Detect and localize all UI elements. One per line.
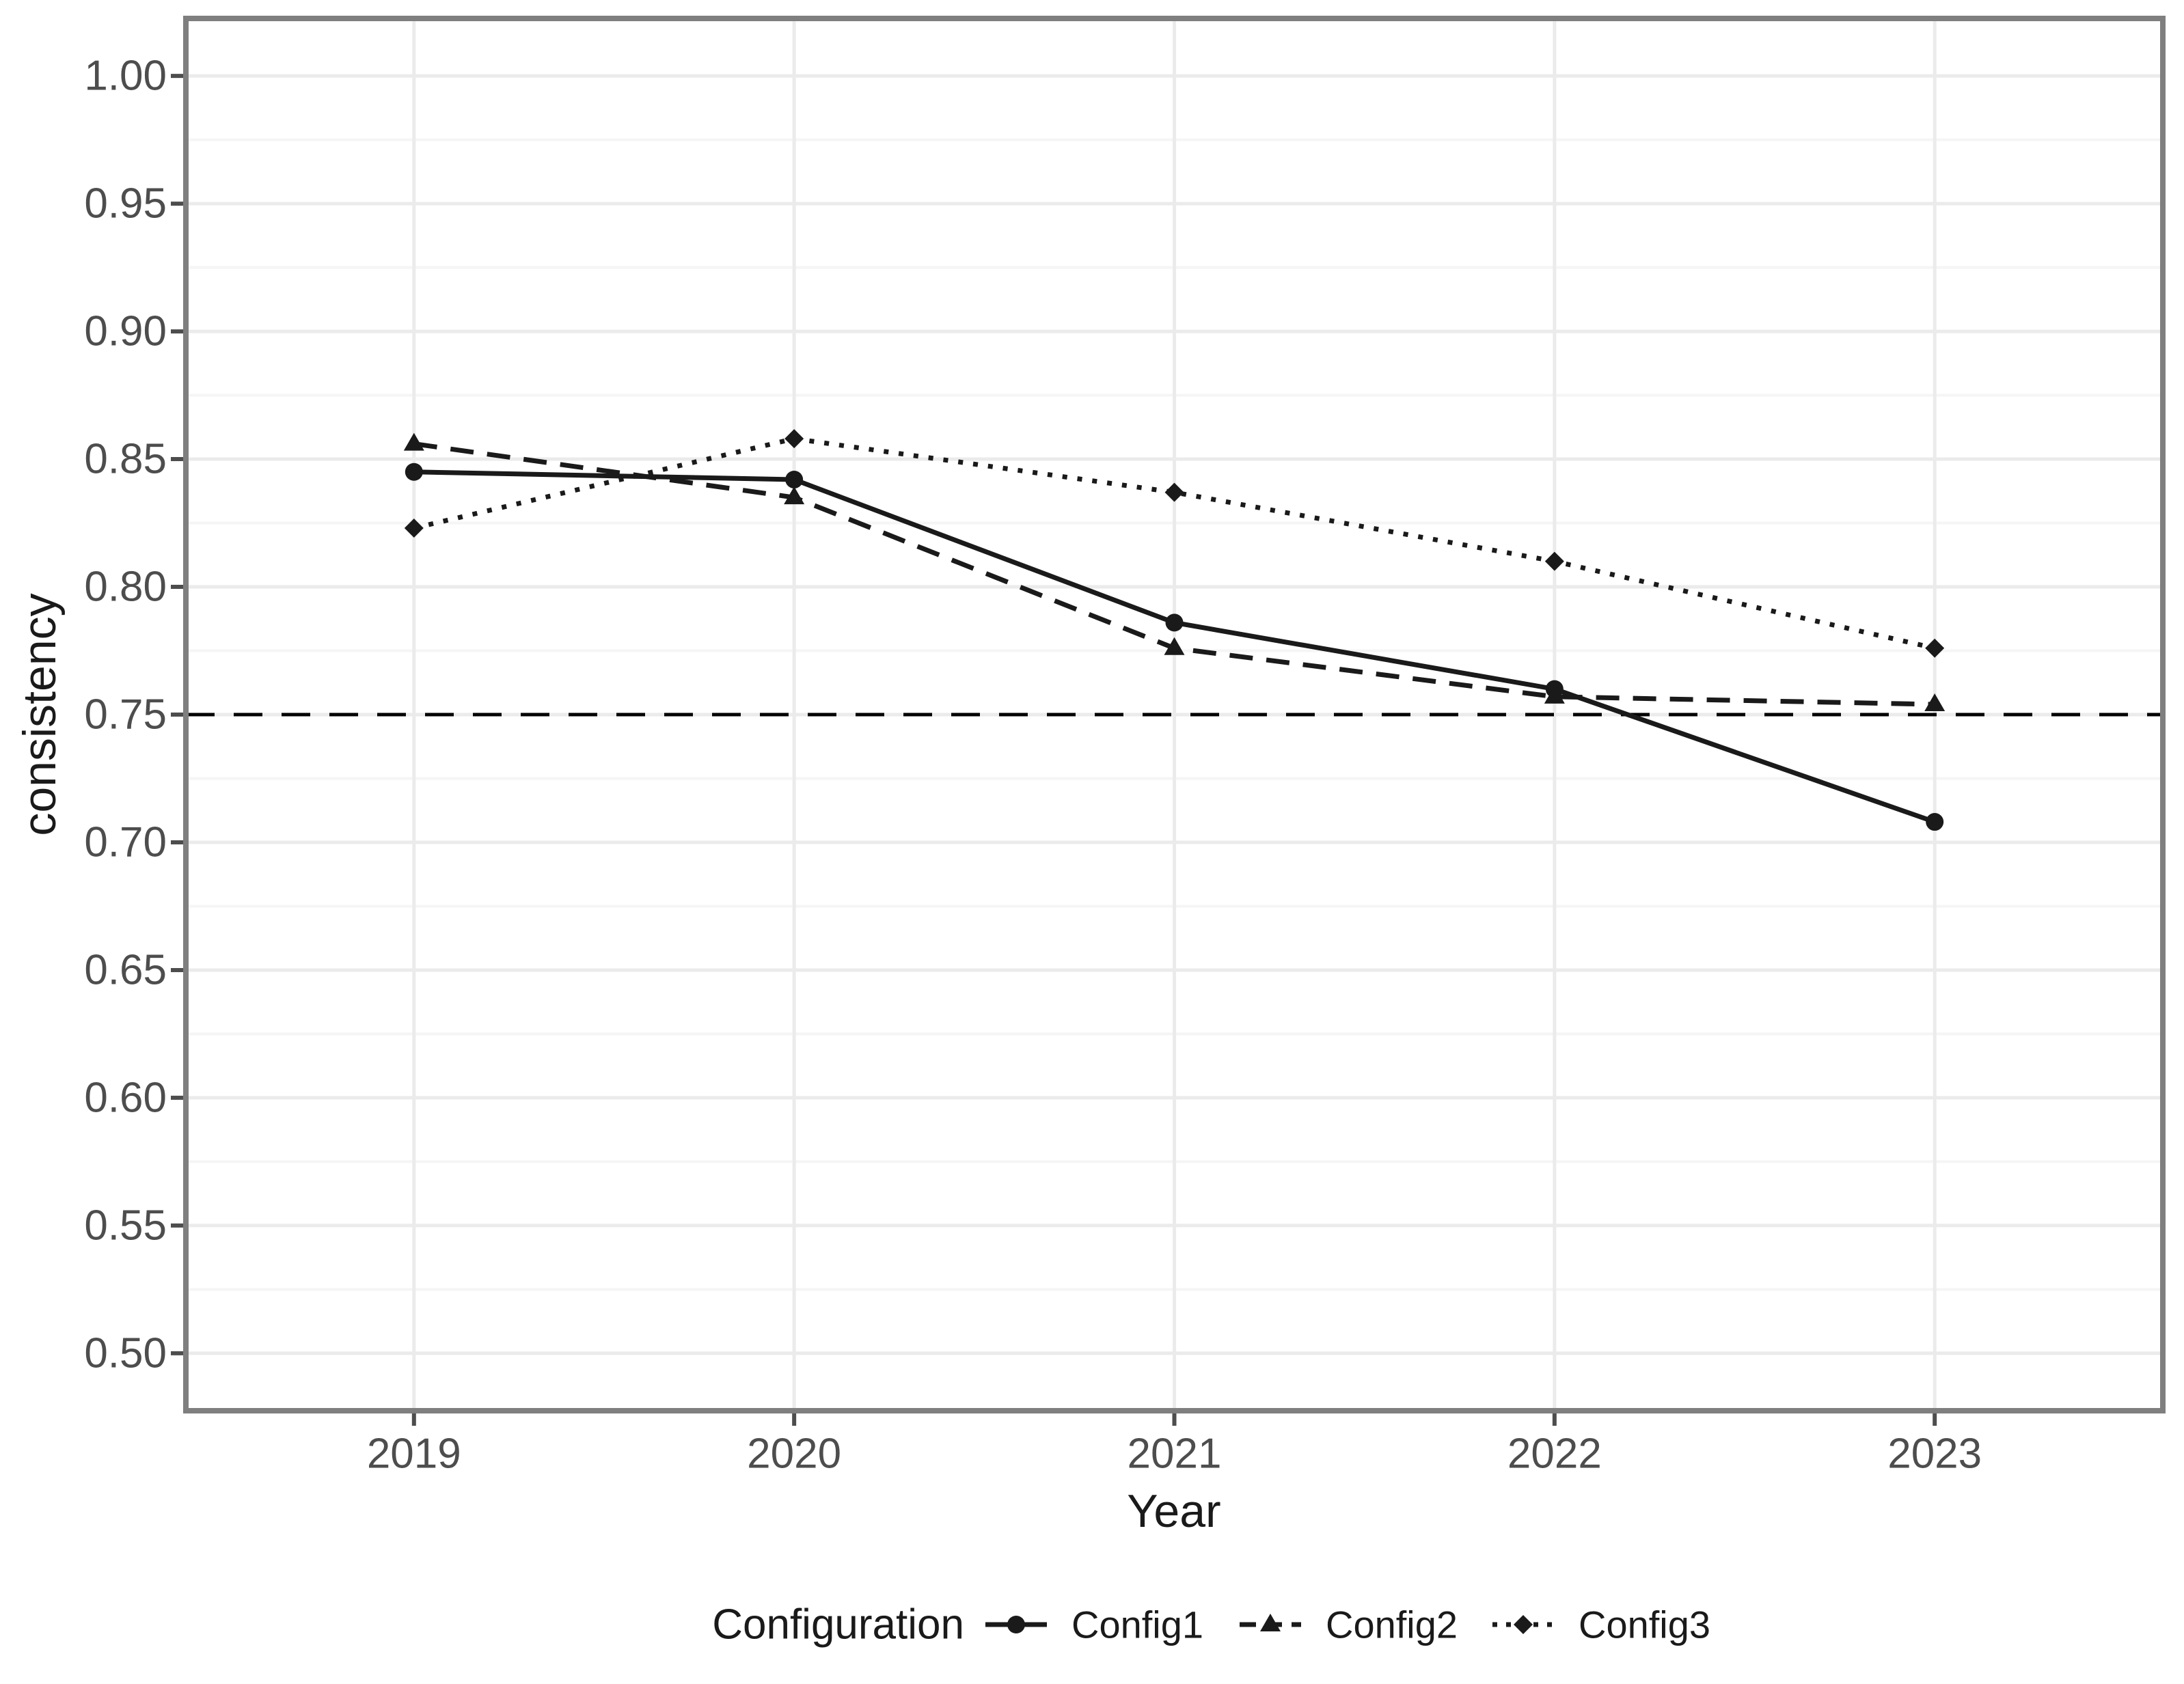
- x-tick-label: 2022: [1507, 1431, 1602, 1478]
- legend-label-config1: Config1: [1071, 1603, 1203, 1646]
- data-point-config2: [784, 486, 805, 505]
- data-point-config1: [785, 470, 804, 488]
- y-tick-label: 0.80: [84, 564, 167, 611]
- axis-tick-labels: 1.00 0.95 0.90 0.85 0.80 0.75 0.70 0.65 0.60 0.55…: [84, 53, 1982, 1478]
- legend-key-config2: [1240, 1614, 1301, 1631]
- data-point-config3: [1164, 482, 1184, 502]
- data-point-config3: [1925, 638, 1945, 658]
- legend-key-config1: [985, 1616, 1047, 1633]
- legend-keys: [985, 1614, 1554, 1634]
- data-point-config1: [1165, 613, 1184, 632]
- y-tick-label: 0.75: [84, 691, 167, 739]
- x-tick-label: 2019: [367, 1431, 461, 1478]
- y-axis-title: consistency: [14, 593, 66, 836]
- y-tick-label: 0.90: [84, 308, 167, 355]
- series-config2: [403, 432, 1946, 712]
- y-tick-label: 0.50: [84, 1329, 167, 1377]
- series-config3: [404, 429, 1945, 658]
- legend-label-config3: Config3: [1579, 1603, 1710, 1646]
- axis-tick-marks: [171, 74, 1937, 1426]
- legend-key-marker: [1260, 1614, 1281, 1631]
- x-tick-label: 2023: [1887, 1431, 1982, 1478]
- data-point-config1: [405, 463, 423, 481]
- legend-label-config2: Config2: [1326, 1603, 1458, 1646]
- legend-key-marker: [1007, 1616, 1025, 1633]
- data-point-config3: [404, 519, 424, 538]
- data-point-config2: [1544, 685, 1565, 704]
- panel-border: [183, 16, 2166, 1413]
- y-tick-label: 0.85: [84, 436, 167, 483]
- data-point-config1: [1926, 813, 1944, 831]
- data-point-config2: [403, 432, 424, 451]
- data-point-config3: [784, 429, 804, 449]
- data-series-layer: [403, 429, 1946, 831]
- legend-key-marker: [1514, 1615, 1533, 1634]
- x-axis-title: Year: [1127, 1485, 1220, 1537]
- y-tick-label: 1.00: [84, 53, 167, 100]
- panel-border-rect: [183, 16, 2166, 1413]
- legend-title: Configuration: [712, 1601, 964, 1648]
- y-tick-label: 0.95: [84, 180, 167, 227]
- gridlines-vertical: [412, 18, 1937, 1411]
- x-tick-label: 2020: [747, 1431, 841, 1478]
- data-point-config2: [1924, 693, 1946, 712]
- data-point-config2: [1164, 637, 1185, 655]
- data-point-config3: [1544, 551, 1564, 571]
- y-tick-label: 0.65: [84, 946, 167, 993]
- y-tick-label: 0.55: [84, 1202, 167, 1249]
- x-tick-label: 2021: [1128, 1431, 1222, 1478]
- legend-key-config3: [1492, 1615, 1554, 1634]
- y-tick-label: 0.70: [84, 818, 167, 866]
- y-tick-label: 0.60: [84, 1074, 167, 1121]
